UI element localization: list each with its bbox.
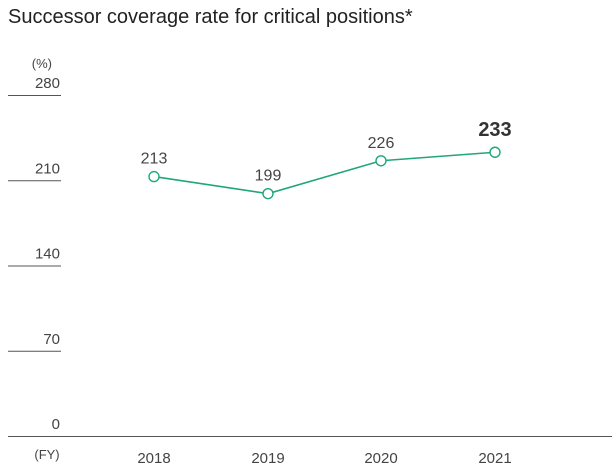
y-axis: (%) 0 70 140 210 280 (8, 56, 61, 433)
x-tick-label: 2018 (137, 450, 170, 467)
data-point-marker (262, 187, 274, 200)
data-point-marker (489, 146, 501, 158)
series-path (153, 151, 496, 195)
data-label: 213 (141, 151, 168, 168)
data-label: 233 (478, 119, 511, 141)
data-point-marker (148, 170, 160, 183)
series-line (148, 146, 501, 200)
y-tick-label: 280 (35, 75, 60, 92)
data-label: 199 (255, 168, 282, 185)
y-tick-label: 140 (35, 246, 60, 263)
x-tick-label: 2021 (478, 450, 511, 467)
y-tick-label: 0 (52, 416, 60, 433)
x-tick-label: 2019 (251, 450, 284, 467)
y-tick-label: 70 (43, 331, 60, 348)
data-point-marker (375, 155, 387, 167)
x-tick-label: 2020 (364, 450, 397, 467)
chart-title: Successor coverage rate for critical pos… (8, 6, 413, 28)
y-unit-label: (%) (32, 56, 52, 71)
data-label: 226 (368, 135, 395, 152)
x-axis: (FY) 2018 2019 2020 2021 (8, 436, 612, 467)
x-unit-label: (FY) (34, 447, 59, 462)
data-labels: 213 199 226 233 (141, 119, 512, 184)
y-tick-label: 210 (35, 160, 60, 177)
